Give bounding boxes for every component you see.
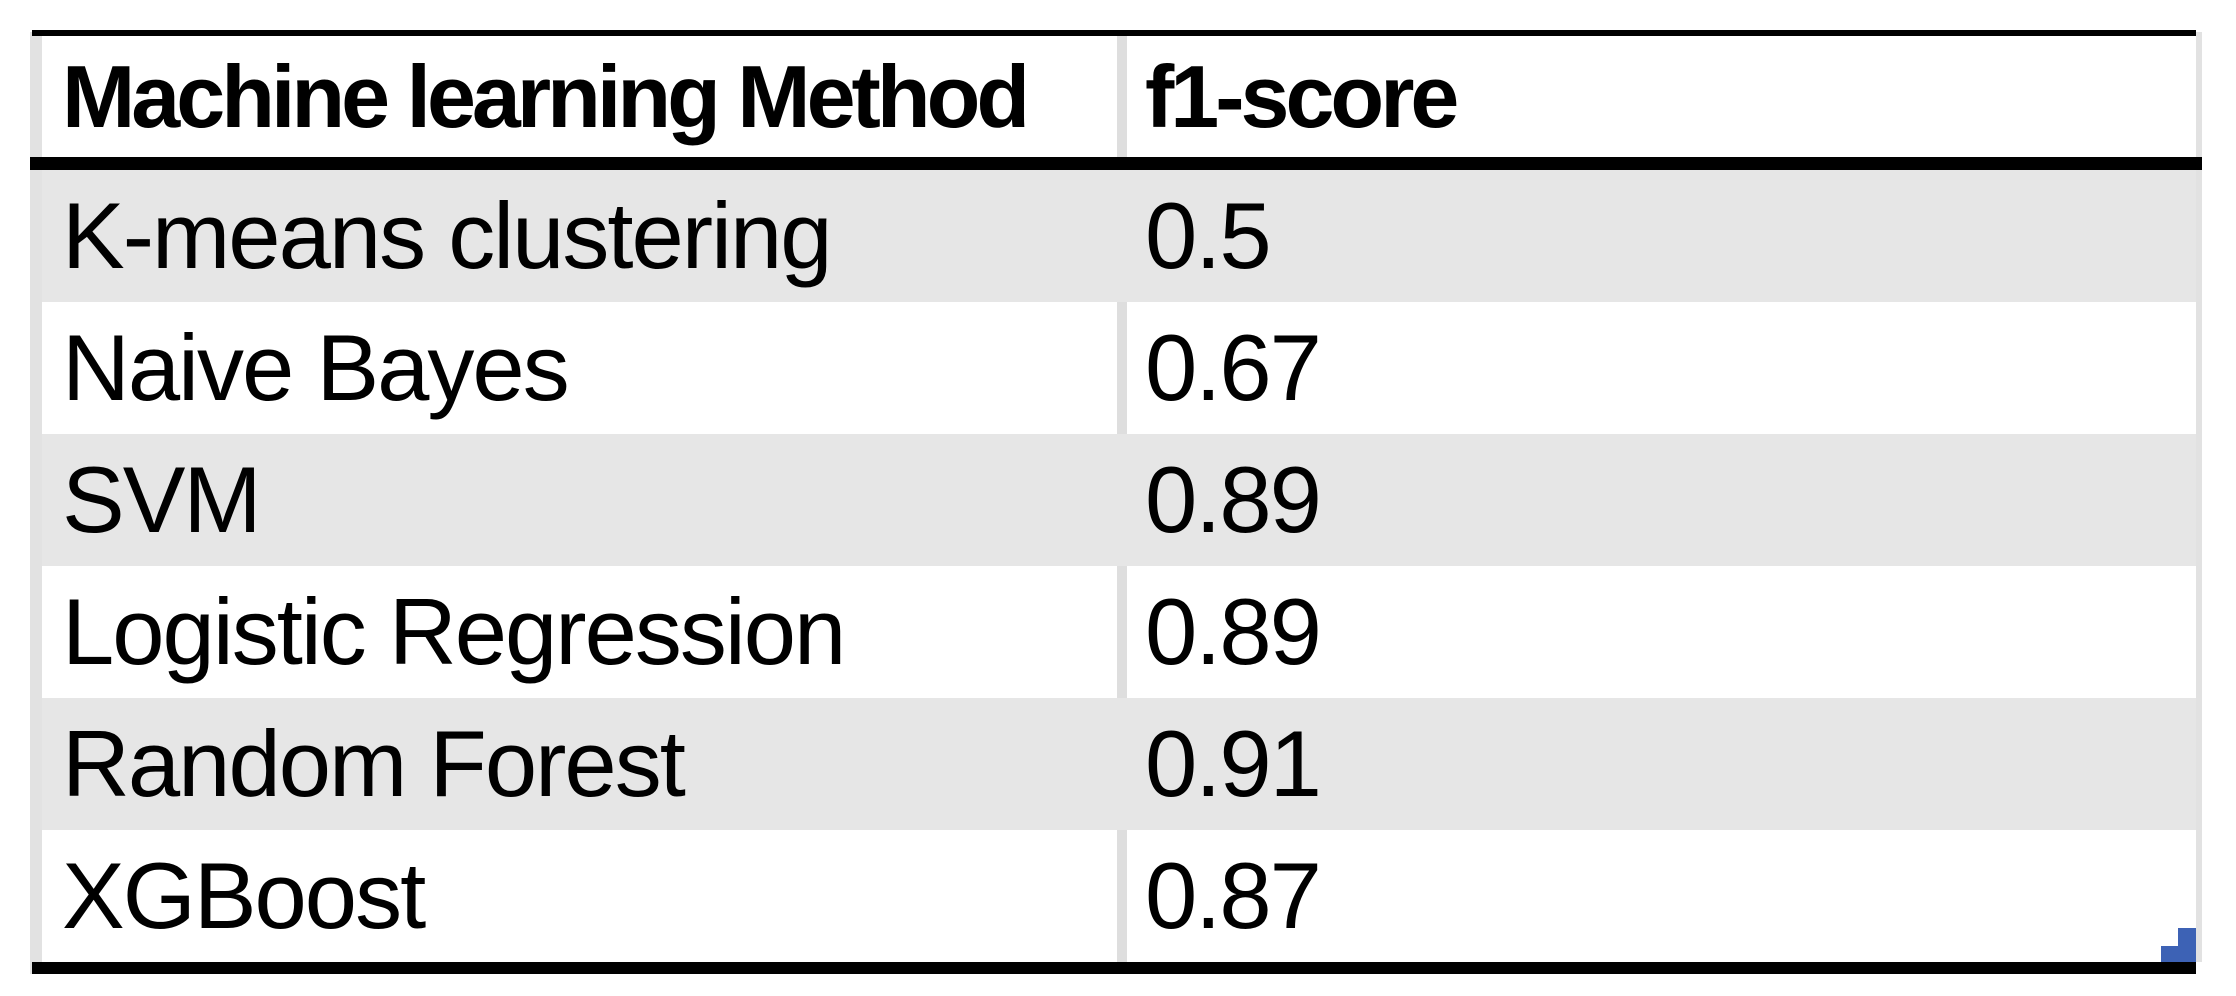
column-divider	[1117, 566, 1127, 698]
column-divider	[1117, 36, 1127, 157]
table-top-rule	[32, 30, 2196, 36]
f1-score-cell: 0.89	[1145, 447, 1322, 552]
method-cell: XGBoost	[62, 843, 426, 948]
table-row: Naive Bayes 0.67	[42, 302, 2196, 434]
f1-score-cell: 0.67	[1145, 315, 1322, 420]
results-table: Machine learning Method f1-score K-means…	[30, 30, 2202, 974]
table-left-border	[30, 32, 42, 974]
column-divider	[1117, 302, 1127, 434]
column-divider	[1117, 170, 1127, 302]
column-divider	[1117, 434, 1127, 566]
table-row: K-means clustering 0.5	[42, 170, 2196, 302]
f1-score-cell: 0.87	[1145, 843, 1322, 948]
header-separator-rule	[30, 157, 2202, 170]
method-cell: Logistic Regression	[62, 579, 846, 684]
f1-score-cell: 0.91	[1145, 711, 1322, 816]
f1-score-cell: 0.89	[1145, 579, 1322, 684]
corner-handle-icon	[2178, 928, 2196, 962]
header-method: Machine learning Method	[62, 46, 1030, 146]
column-divider	[1117, 698, 1127, 830]
method-cell: Naive Bayes	[62, 315, 570, 420]
table-row: Random Forest 0.91	[42, 698, 2196, 830]
table-row: SVM 0.89	[42, 434, 2196, 566]
f1-score-cell: 0.5	[1145, 183, 1272, 288]
method-cell: SVM	[62, 447, 262, 552]
table-row: Logistic Regression 0.89	[42, 566, 2196, 698]
table-bottom-rule	[32, 962, 2196, 974]
table-row: XGBoost 0.87	[42, 830, 2196, 962]
corner-handle-icon	[2161, 946, 2178, 962]
header-f1-score: f1-score	[1145, 46, 1459, 146]
table-right-border	[2196, 32, 2202, 962]
method-cell: Random Forest	[62, 711, 686, 816]
column-divider	[1117, 830, 1127, 962]
table-header-row: Machine learning Method f1-score	[42, 36, 2196, 157]
method-cell: K-means clustering	[62, 183, 833, 288]
